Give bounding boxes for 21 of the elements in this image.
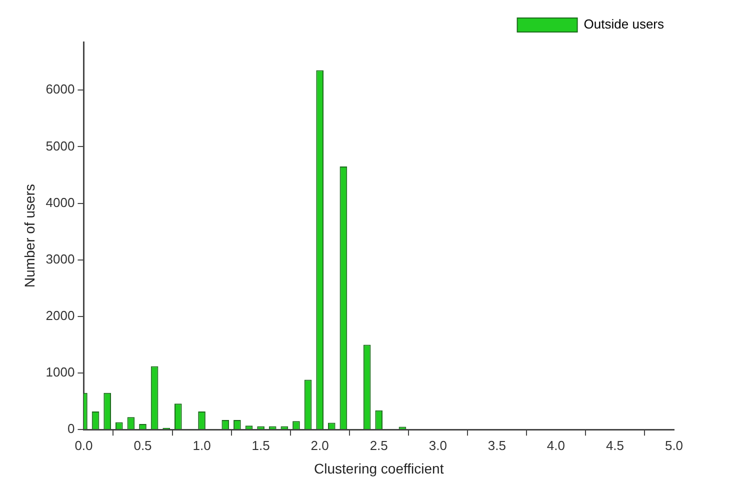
x-tick-label: 1.0 bbox=[192, 438, 211, 453]
x-tick-label: 4.0 bbox=[546, 438, 565, 453]
y-tick-label: 0 bbox=[67, 421, 75, 436]
y-tick-label: 3000 bbox=[46, 251, 75, 266]
y-axis-title: Number of users bbox=[21, 184, 38, 288]
x-tick-label: 3.5 bbox=[488, 438, 506, 453]
x-tick-label: 0.5 bbox=[134, 438, 152, 453]
x-tick-label: 2.5 bbox=[370, 438, 388, 453]
x-axis-title: Clustering coefficient bbox=[314, 460, 444, 476]
x-tick-label: 2.0 bbox=[310, 438, 329, 453]
y-tick-label: 2000 bbox=[46, 308, 75, 324]
x-tick-label: 0.0 bbox=[74, 438, 93, 453]
y-tick-label: 6000 bbox=[46, 82, 75, 97]
x-tick-label: 5.0 bbox=[664, 438, 684, 453]
legend-label: Outside users bbox=[584, 16, 664, 32]
x-tick-label: 1.5 bbox=[252, 438, 270, 453]
y-tick-label: 5000 bbox=[46, 138, 75, 154]
x-tick-label: 4.5 bbox=[606, 438, 624, 453]
x-tick-label: 3.0 bbox=[428, 438, 447, 453]
y-tick-label: 1000 bbox=[46, 364, 75, 380]
y-tick-label: 4000 bbox=[46, 194, 75, 210]
